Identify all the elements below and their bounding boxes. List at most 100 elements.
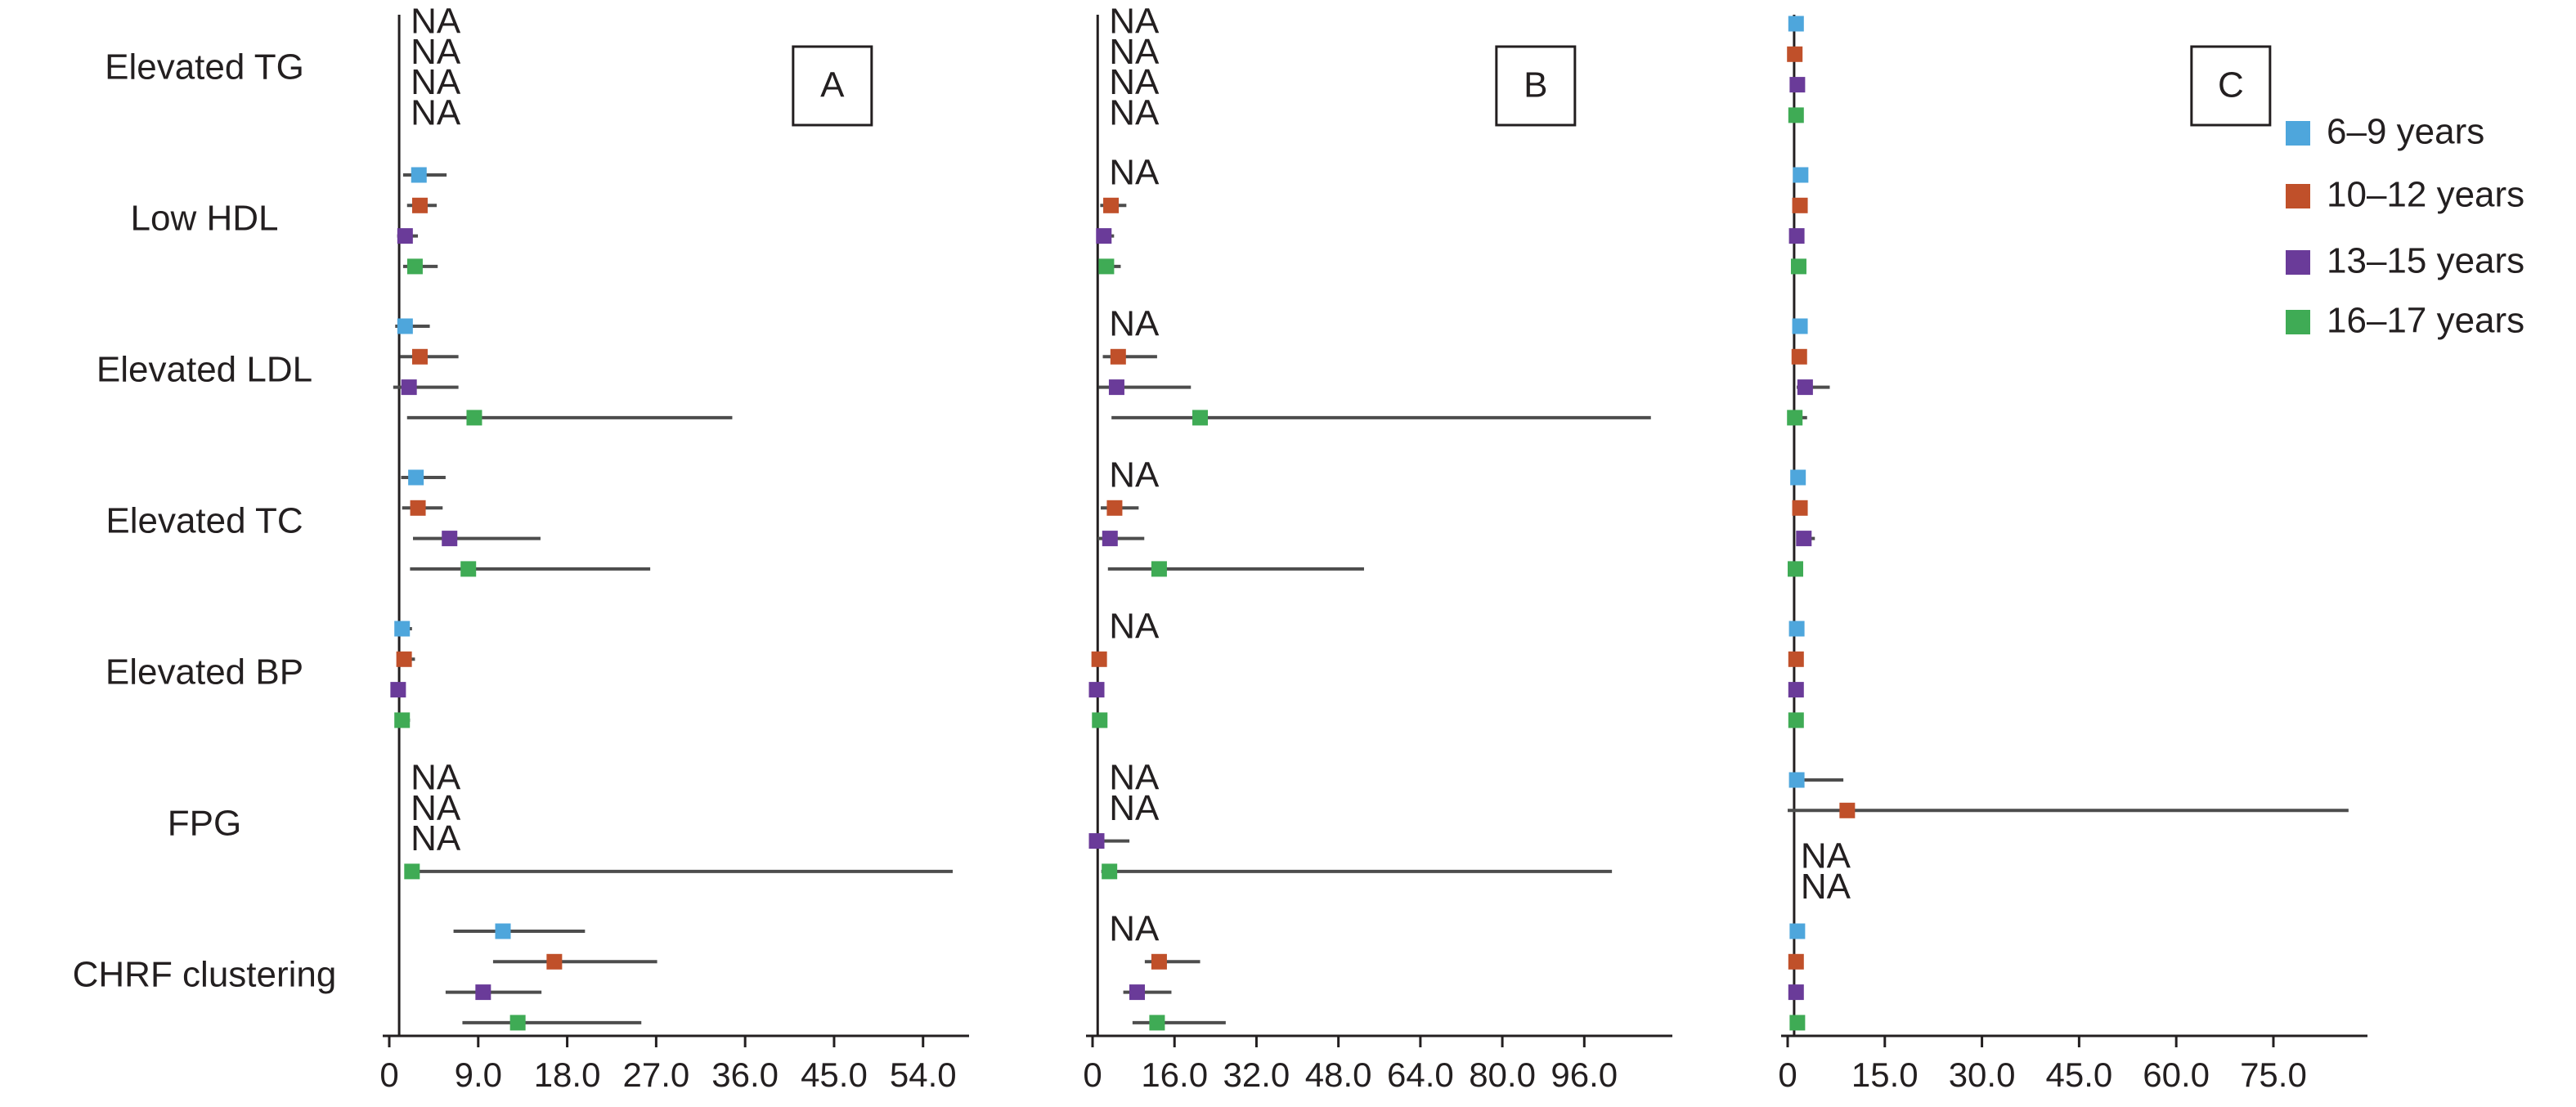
estimate-marker-c-elevated-tc-6-9-years xyxy=(1790,469,1806,486)
na-label-b-elevated-tg-2: NA xyxy=(1109,62,1160,102)
estimate-marker-c-low-hdl-10-12-years xyxy=(1792,197,1808,213)
estimate-marker-c-elevated-bp-6-9-years xyxy=(1788,621,1805,637)
na-label-b-elevated-tg-1: NA xyxy=(1109,32,1160,72)
estimate-marker-c-elevated-tc-13-15-years xyxy=(1796,531,1812,547)
category-label-low-hdl: Low HDL xyxy=(131,199,279,239)
x-tick-label-b-3: 48.0 xyxy=(1305,1055,1372,1094)
estimate-marker-a-chrf-clustering-16-17-years xyxy=(509,1015,526,1031)
estimate-marker-c-elevated-ldl-6-9-years xyxy=(1792,318,1808,334)
panel-label-box-c xyxy=(2190,45,2272,127)
estimate-marker-c-elevated-tg-16-17-years xyxy=(1788,107,1804,123)
legend-label-2: 13–15 years xyxy=(2327,241,2524,281)
estimate-marker-c-elevated-tg-13-15-years xyxy=(1789,77,1806,93)
x-tick-label-a-3: 27.0 xyxy=(622,1055,689,1094)
x-tick-label-b-6: 96.0 xyxy=(1551,1055,1618,1094)
na-label-b-elevated-tg-0: NA xyxy=(1109,2,1160,42)
estimate-marker-a-elevated-bp-16-17-years xyxy=(394,712,411,728)
x-tick-label-a-6: 54.0 xyxy=(890,1055,957,1094)
legend-swatch-1 xyxy=(2286,184,2310,208)
estimate-marker-a-elevated-tc-13-15-years xyxy=(442,531,458,547)
na-label-b-chrf-clustering-0: NA xyxy=(1109,909,1160,949)
estimate-marker-a-chrf-clustering-6-9-years xyxy=(495,923,511,939)
na-label-b-fpg-1: NA xyxy=(1109,788,1160,828)
estimate-marker-a-elevated-bp-10-12-years xyxy=(396,651,412,667)
na-label-a-fpg-0: NA xyxy=(411,758,461,798)
x-tick-label-a-1: 9.0 xyxy=(455,1055,502,1094)
panel-label-b: B xyxy=(1524,65,1547,105)
estimate-marker-a-low-hdl-10-12-years xyxy=(411,197,428,213)
estimate-marker-c-chrf-clustering-6-9-years xyxy=(1789,923,1806,939)
estimate-marker-a-low-hdl-6-9-years xyxy=(411,167,427,183)
estimate-marker-c-elevated-tc-16-17-years xyxy=(1788,561,1804,577)
na-label-a-elevated-tg-3: NA xyxy=(411,93,461,133)
estimate-marker-a-elevated-ldl-6-9-years xyxy=(397,318,413,334)
x-tick-label-a-0: 0 xyxy=(379,1055,398,1094)
legend: 6–9 years 10–12 years 13–15 years 16–17 yea… xyxy=(2286,112,2524,341)
estimate-marker-c-elevated-bp-10-12-years xyxy=(1788,651,1804,667)
na-label-a-elevated-tg-2: NA xyxy=(411,62,461,102)
estimate-marker-b-elevated-bp-13-15-years xyxy=(1088,682,1105,698)
panel-b: 0 16.0 32.0 48.0 64.0 80.0 96.0BNANANANANANANA… xyxy=(1083,2,1672,1094)
estimate-marker-b-fpg-16-17-years xyxy=(1102,863,1118,880)
estimate-marker-b-chrf-clustering-13-15-years xyxy=(1129,984,1145,1001)
panel-label-a: A xyxy=(820,65,845,105)
estimate-marker-a-fpg-16-17-years xyxy=(404,863,420,880)
na-label-c-fpg-1: NA xyxy=(1801,867,1851,907)
estimate-marker-b-low-hdl-13-15-years xyxy=(1096,228,1112,244)
estimate-marker-c-elevated-tg-6-9-years xyxy=(1788,16,1804,32)
estimate-marker-c-chrf-clustering-16-17-years xyxy=(1789,1015,1806,1031)
estimate-marker-c-elevated-ldl-13-15-years xyxy=(1797,379,1813,396)
category-label-elevated-tg: Elevated TG xyxy=(105,47,304,87)
estimate-marker-a-elevated-bp-6-9-years xyxy=(394,621,411,637)
na-label-b-elevated-tg-3: NA xyxy=(1109,93,1160,133)
legend-swatch-2 xyxy=(2286,250,2310,275)
na-label-a-elevated-tg-0: NA xyxy=(411,2,461,42)
estimate-marker-b-elevated-bp-10-12-years xyxy=(1091,651,1107,667)
category-label-elevated-bp: Elevated BP xyxy=(105,652,303,692)
legend-label-1: 10–12 years xyxy=(2327,175,2524,215)
estimate-marker-c-elevated-ldl-10-12-years xyxy=(1791,348,1807,365)
estimate-marker-b-elevated-bp-16-17-years xyxy=(1092,712,1108,728)
na-label-b-elevated-bp-0: NA xyxy=(1109,607,1160,647)
category-label-chrf-clustering: CHRF clustering xyxy=(73,955,337,995)
estimate-marker-a-low-hdl-16-17-years xyxy=(406,258,423,275)
panels: 0 9.0 18.0 27.0 36.0 45.0 54.0ANANANANANANANA0… xyxy=(379,2,2367,1094)
x-tick-label-b-5: 80.0 xyxy=(1469,1055,1536,1094)
category-label-elevated-ldl: Elevated LDL xyxy=(96,350,312,390)
x-tick-label-a-4: 36.0 xyxy=(711,1055,779,1094)
estimate-marker-b-elevated-ldl-13-15-years xyxy=(1108,379,1124,396)
panel-label-c: C xyxy=(2218,65,2244,105)
estimate-marker-a-elevated-ldl-13-15-years xyxy=(401,379,417,396)
x-tick-label-a-2: 18.0 xyxy=(534,1055,601,1094)
x-tick-label-c-2: 30.0 xyxy=(1949,1055,2016,1094)
x-tick-label-b-1: 16.0 xyxy=(1141,1055,1208,1094)
estimate-marker-a-elevated-bp-13-15-years xyxy=(390,682,406,698)
legend-label-0: 6–9 years xyxy=(2327,112,2484,152)
legend-swatch-0 xyxy=(2286,121,2310,146)
estimate-marker-b-chrf-clustering-16-17-years xyxy=(1149,1015,1165,1031)
estimate-marker-c-low-hdl-16-17-years xyxy=(1790,258,1806,275)
estimate-marker-b-elevated-ldl-10-12-years xyxy=(1110,348,1126,365)
x-tick-label-c-5: 75.0 xyxy=(2240,1055,2307,1094)
estimate-marker-c-low-hdl-6-9-years xyxy=(1793,167,1809,183)
legend-swatch-3 xyxy=(2286,310,2310,334)
estimate-marker-a-chrf-clustering-10-12-years xyxy=(546,953,563,970)
na-label-b-low-hdl-0: NA xyxy=(1109,153,1160,193)
estimate-marker-c-fpg-10-12-years xyxy=(1839,802,1856,818)
estimate-marker-b-fpg-13-15-years xyxy=(1088,833,1105,849)
estimate-marker-a-elevated-tc-16-17-years xyxy=(460,561,477,577)
na-label-a-fpg-2: NA xyxy=(411,818,461,858)
estimate-marker-b-low-hdl-10-12-years xyxy=(1103,197,1120,213)
estimate-marker-a-elevated-tc-10-12-years xyxy=(410,500,426,516)
estimate-marker-c-elevated-tg-10-12-years xyxy=(1787,46,1803,62)
x-tick-label-c-3: 45.0 xyxy=(2046,1055,2113,1094)
estimate-marker-c-elevated-tc-10-12-years xyxy=(1792,500,1808,516)
estimate-marker-a-chrf-clustering-13-15-years xyxy=(475,984,491,1001)
estimate-marker-b-elevated-tc-16-17-years xyxy=(1151,561,1167,577)
x-tick-label-b-4: 64.0 xyxy=(1387,1055,1454,1094)
estimate-marker-b-elevated-tc-13-15-years xyxy=(1102,531,1118,547)
category-label-fpg: FPG xyxy=(168,804,241,844)
